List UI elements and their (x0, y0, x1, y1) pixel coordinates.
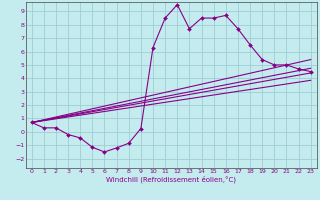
X-axis label: Windchill (Refroidissement éolien,°C): Windchill (Refroidissement éolien,°C) (106, 176, 236, 183)
